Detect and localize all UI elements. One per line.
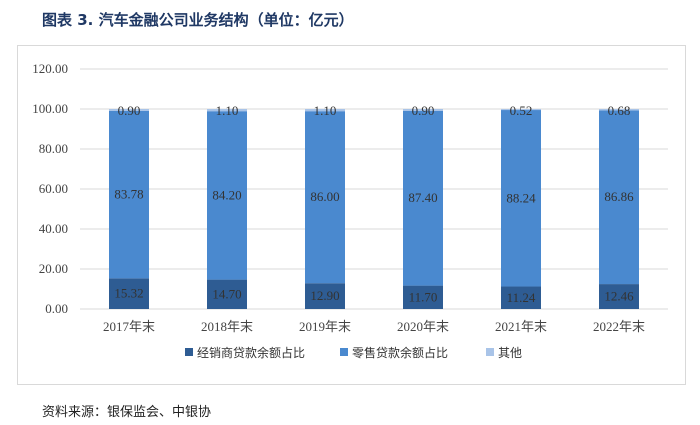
legend-swatch [486, 348, 494, 356]
bar-segment [305, 111, 345, 284]
chart-frame [17, 45, 686, 385]
y-tick-label: 0.00 [45, 301, 68, 316]
bar-segment [305, 283, 345, 309]
y-tick-label: 80.00 [39, 141, 68, 156]
legend-label: 经销商贷款余额占比 [197, 345, 305, 360]
bar-segment [501, 110, 541, 287]
bar-segment [403, 109, 443, 111]
data-label: 11.70 [409, 289, 438, 304]
data-label: 0.68 [608, 103, 631, 118]
bar-segment [207, 279, 247, 309]
legend-label: 零售贷款余额占比 [352, 345, 448, 360]
y-tick-label: 100.00 [32, 101, 68, 116]
data-label: 0.90 [118, 103, 141, 118]
data-label: 1.10 [314, 103, 337, 118]
data-label: 84.20 [212, 187, 241, 202]
bar-segment [599, 109, 639, 111]
legend-swatch [340, 348, 348, 356]
bar-segment [109, 109, 149, 111]
legend-label: 其他 [498, 346, 522, 360]
x-tick-label: 2017年末 [103, 319, 155, 334]
source-note: 资料来源：银保监会、中银协 [42, 405, 212, 420]
legend-swatch [185, 348, 193, 356]
data-label: 87.40 [408, 190, 437, 205]
data-label: 86.86 [604, 189, 634, 204]
data-label: 14.70 [212, 286, 241, 301]
y-tick-label: 40.00 [39, 221, 68, 236]
bar-segment [207, 109, 247, 112]
x-tick-label: 2021年末 [495, 319, 547, 334]
data-label: 12.46 [604, 289, 634, 304]
data-label: 11.24 [507, 290, 536, 305]
bar-segment [305, 109, 345, 112]
bar-segment [501, 109, 541, 111]
x-tick-label: 2020年末 [397, 319, 449, 334]
data-label: 86.00 [310, 189, 339, 204]
y-tick-label: 20.00 [39, 261, 68, 276]
bar-segment [599, 284, 639, 309]
bar-segment [599, 110, 639, 285]
bar-segment [207, 111, 247, 280]
bar-segment [403, 285, 443, 309]
y-tick-label: 60.00 [39, 181, 68, 196]
data-label: 1.10 [216, 103, 239, 118]
data-label: 0.90 [412, 103, 435, 118]
data-label: 12.90 [310, 288, 339, 303]
bar-segment [501, 286, 541, 309]
bar-segment [109, 278, 149, 309]
x-tick-label: 2019年末 [299, 319, 351, 334]
y-tick-label: 120.00 [32, 61, 68, 76]
data-label: 0.52 [510, 103, 533, 118]
x-tick-label: 2022年末 [593, 319, 645, 334]
bar-segment [403, 110, 443, 286]
x-tick-label: 2018年末 [201, 319, 253, 334]
data-label: 15.32 [114, 286, 143, 301]
data-label: 83.78 [114, 187, 143, 202]
data-label: 88.24 [506, 190, 536, 205]
chart-title: 图表 3. 汽车金融公司业务结构（单位：亿元） [42, 11, 354, 29]
bar-segment [109, 110, 149, 279]
